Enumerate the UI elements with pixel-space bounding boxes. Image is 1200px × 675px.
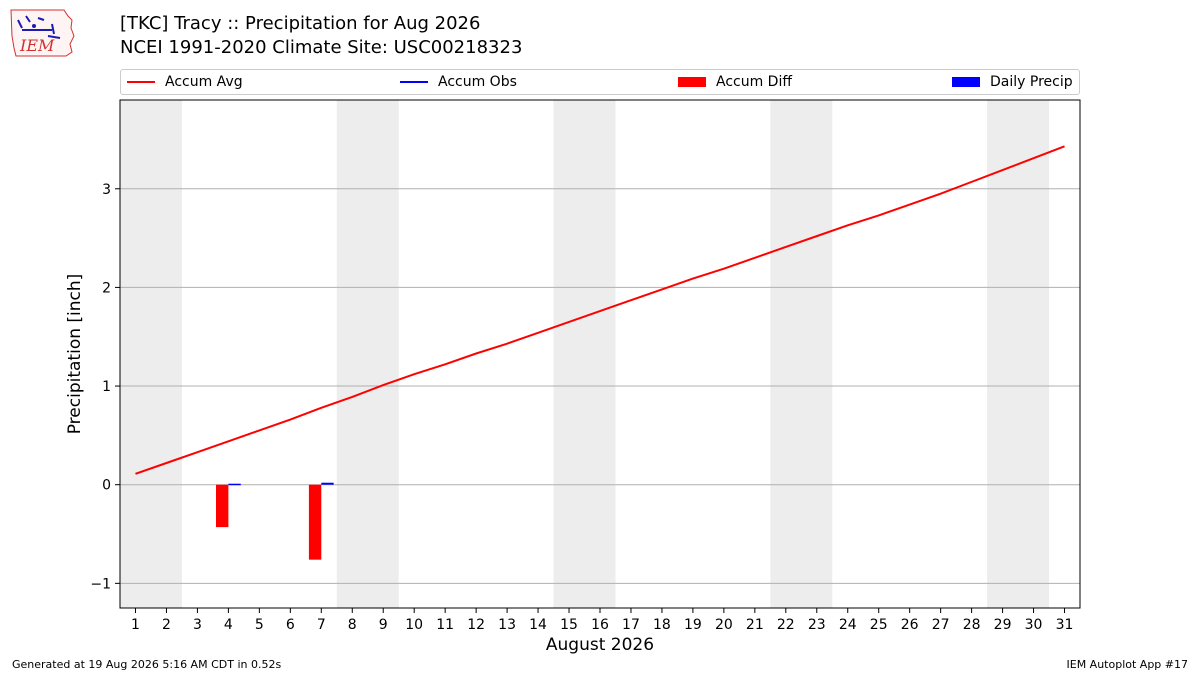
- x-tick-label: 4: [224, 617, 233, 633]
- weekend-band: [120, 100, 182, 608]
- x-tick-label: 13: [498, 617, 516, 633]
- x-tick-label: 21: [746, 617, 764, 633]
- x-tick-label: 19: [684, 617, 702, 633]
- svg-text:IEM: IEM: [19, 36, 55, 55]
- accum-avg-line: [135, 145, 1065, 475]
- x-tick-label: 10: [405, 617, 423, 633]
- weekend-band: [336, 100, 399, 608]
- legend-label-daily-precip: Daily Precip: [990, 74, 1073, 90]
- legend-item-accum-obs: Accum Obs: [400, 70, 517, 94]
- chart-title: [TKC] Tracy :: Precipitation for Aug 202…: [120, 13, 481, 34]
- legend-label-accum-diff: Accum Diff: [716, 74, 793, 90]
- x-tick-label: 14: [529, 617, 547, 633]
- weekend-band: [987, 100, 1050, 608]
- legend-swatch-daily-precip: [952, 77, 980, 87]
- x-tick-label: 23: [808, 617, 826, 633]
- x-tick-label: 11: [436, 617, 454, 633]
- daily-precip-bar: [321, 482, 334, 485]
- x-tick-label: 12: [467, 617, 485, 633]
- x-tick-label: 25: [870, 617, 888, 633]
- x-tick-label: 24: [839, 617, 857, 633]
- legend-swatch-accum-diff: [678, 77, 706, 87]
- x-tick-label: 5: [255, 617, 264, 633]
- x-tick-label: 2: [162, 617, 171, 633]
- x-tick-label: 17: [622, 617, 640, 633]
- x-tick-label: 16: [591, 617, 609, 633]
- legend-item-accum-diff: Accum Diff: [678, 70, 792, 94]
- legend-swatch-accum-avg: [127, 81, 155, 83]
- weekend-band: [553, 100, 616, 608]
- x-axis-label: August 2026: [546, 635, 654, 655]
- accum-diff-bar: [308, 484, 322, 560]
- x-tick-label: 20: [715, 617, 733, 633]
- x-tick-label: 9: [379, 617, 388, 633]
- weekend-band: [770, 100, 833, 608]
- x-tick-label: 28: [963, 617, 981, 633]
- x-tick-label: 27: [932, 617, 950, 633]
- legend-label-accum-avg: Accum Avg: [165, 74, 243, 90]
- iem-logo: IEM: [10, 9, 75, 57]
- plot-frame: [119, 99, 1081, 609]
- legend-swatch-accum-obs: [400, 81, 428, 83]
- y-axis-label: Precipitation [inch]: [65, 274, 85, 435]
- x-tick-label: 31: [1056, 617, 1074, 633]
- x-tick-label: 29: [994, 617, 1012, 633]
- chart-legend: Accum Avg Accum Obs Accum Diff Daily Pre…: [120, 69, 1080, 95]
- daily-precip-bar: [228, 483, 241, 486]
- x-tick-label: 30: [1025, 617, 1043, 633]
- x-tick-label: 18: [653, 617, 671, 633]
- x-tick-label: 1: [131, 617, 140, 633]
- generated-timestamp: Generated at 19 Aug 2026 5:16 AM CDT in …: [12, 658, 282, 671]
- legend-item-daily-precip: Daily Precip: [952, 70, 1073, 94]
- y-tick-label: 2: [102, 280, 111, 296]
- x-tick-label: 7: [317, 617, 326, 633]
- x-tick-label: 8: [348, 617, 357, 633]
- chart-subtitle: NCEI 1991-2020 Climate Site: USC00218323: [120, 37, 523, 58]
- y-tick-label: −1: [90, 576, 111, 592]
- x-tick-label: 3: [193, 617, 202, 633]
- y-tick-label: 0: [102, 478, 111, 494]
- y-tick-label: 1: [102, 379, 111, 395]
- x-tick-label: 6: [286, 617, 295, 633]
- x-tick-label: 22: [777, 617, 795, 633]
- x-tick-label: 15: [560, 617, 578, 633]
- accum-diff-bar: [216, 484, 229, 528]
- y-tick-label: 3: [102, 182, 111, 198]
- app-label: IEM Autoplot App #17: [1066, 658, 1189, 671]
- legend-label-accum-obs: Accum Obs: [438, 74, 517, 90]
- x-tick-label: 26: [901, 617, 919, 633]
- legend-item-accum-avg: Accum Avg: [127, 70, 243, 94]
